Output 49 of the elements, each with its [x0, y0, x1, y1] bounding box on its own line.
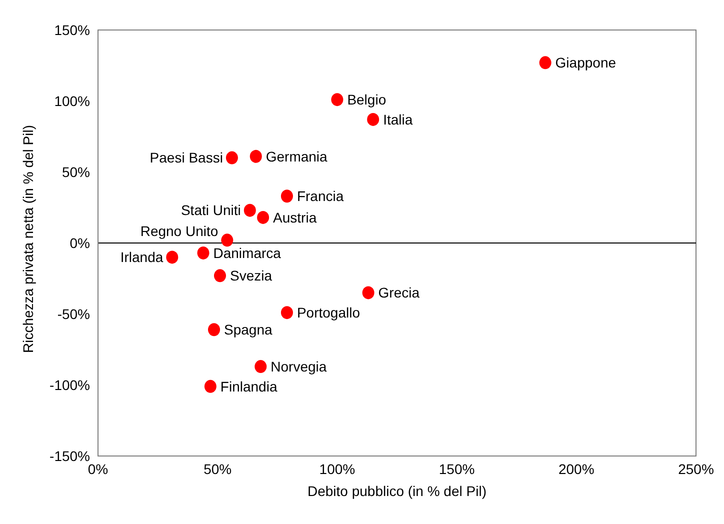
annotation: Portogallo [296, 304, 360, 320]
point [331, 93, 344, 106]
y-tick-label: -100% [50, 376, 90, 393]
annotation: Regno Unito [140, 223, 218, 240]
x-tick-label: 200% [558, 460, 594, 477]
annotation: Paesi Bassi [150, 150, 223, 166]
x-tick-label: 0% [88, 460, 108, 477]
y-tick-label: -50% [57, 306, 90, 322]
annotation: Grecia [378, 284, 420, 301]
x-tick-label: 250% [678, 460, 714, 477]
annotation: Irlanda [120, 249, 164, 266]
y-tick-label: 50% [62, 164, 90, 180]
point [539, 56, 552, 70]
annotation: Francia [296, 188, 344, 204]
point [208, 323, 220, 336]
y-tick-label: 100% [54, 92, 90, 109]
point [250, 150, 262, 163]
point [221, 234, 234, 247]
y-tick-label: -150% [50, 448, 90, 464]
annotation: Danimarca [213, 244, 282, 261]
point [362, 286, 374, 300]
annotation: Spagna [224, 322, 272, 338]
point [367, 112, 380, 126]
annotation: Finlandia [220, 378, 278, 394]
y-axis-title: Ricchezza privata netta (in % del Pil) [20, 125, 36, 353]
point [254, 360, 267, 374]
x-tick-label: 100% [319, 460, 356, 477]
point [204, 380, 216, 393]
point [197, 246, 210, 260]
x-tick-label: 150% [438, 460, 475, 477]
annotation: Germania [266, 148, 328, 164]
annotation: Belgio [347, 91, 386, 108]
annotation: Austria [273, 209, 317, 226]
y-tick-label: 150% [54, 22, 90, 38]
point [244, 204, 256, 217]
point [214, 269, 226, 282]
point [166, 250, 178, 264]
x-axis-title: Debito pubblico (in % del Pil) [308, 483, 486, 499]
point [226, 151, 238, 164]
point [257, 210, 270, 224]
annotation: Italia [383, 111, 413, 128]
point [280, 306, 293, 320]
annotation: Stati Uniti [180, 202, 241, 218]
y-tick-label: 0% [70, 234, 90, 251]
annotation: Norvegia [270, 358, 327, 374]
point [280, 190, 293, 203]
annotation: Svezia [230, 268, 272, 284]
annotation: Giappone [555, 54, 616, 71]
x-tick-label: 50% [204, 460, 232, 477]
